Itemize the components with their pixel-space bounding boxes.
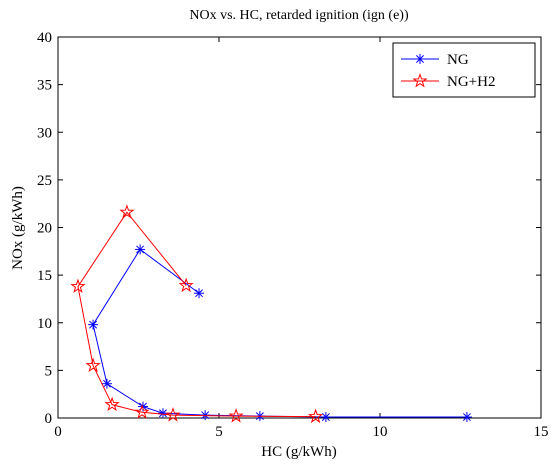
- asterisk-marker: [135, 244, 146, 255]
- asterisk-stroke: [136, 245, 145, 254]
- legend-label: NG: [447, 52, 469, 68]
- asterisk-marker: [101, 378, 112, 389]
- asterisk-stroke: [102, 379, 111, 388]
- asterisk-stroke: [321, 413, 330, 422]
- asterisk-stroke: [89, 320, 98, 329]
- star-marker: [134, 404, 150, 419]
- x-tick-label: 0: [54, 424, 62, 440]
- y-tick-label: 10: [37, 316, 52, 332]
- star-shape: [70, 278, 86, 294]
- legend-label: NG+H2: [447, 74, 495, 90]
- x-tick-label: 15: [534, 424, 549, 440]
- star-shape: [178, 277, 194, 293]
- y-tick-label: 15: [37, 268, 52, 284]
- star-shape: [85, 357, 101, 373]
- star-shape: [134, 404, 150, 419]
- series-line: [77, 211, 316, 418]
- x-tick-label: 5: [215, 424, 223, 440]
- x-tick-label: 10: [373, 424, 388, 440]
- star-marker: [70, 278, 86, 294]
- star-shape: [165, 407, 181, 422]
- asterisk-marker: [88, 319, 99, 330]
- y-tick-label: 25: [37, 173, 52, 189]
- y-axis-label: NOx (g/kWh): [10, 186, 26, 270]
- star-marker: [165, 407, 181, 422]
- star-shape: [307, 408, 324, 424]
- y-tick-label: 20: [37, 221, 52, 237]
- x-axis-label: HC (g/kWh): [261, 444, 336, 460]
- star-marker: [119, 204, 135, 219]
- y-tick-label: 5: [45, 363, 53, 379]
- star-marker: [104, 396, 120, 412]
- asterisk-stroke: [416, 55, 424, 63]
- y-tick-label: 35: [37, 78, 52, 94]
- star-marker: [85, 357, 101, 373]
- y-tick-label: 40: [37, 30, 52, 46]
- asterisk-marker: [194, 288, 205, 299]
- asterisk-stroke: [195, 289, 203, 298]
- asterisk-marker: [320, 412, 331, 423]
- star-marker: [412, 72, 428, 88]
- star-marker: [178, 277, 194, 293]
- asterisk-marker: [461, 412, 472, 423]
- plot-area: [57, 36, 542, 419]
- y-tick-label: 30: [37, 125, 52, 141]
- asterisk-stroke: [159, 409, 167, 418]
- chart-title: NOx vs. HC, retarded ignition (ign (e)): [189, 8, 409, 23]
- asterisk-stroke: [462, 413, 471, 422]
- star-shape: [412, 72, 428, 88]
- star-marker: [307, 408, 324, 424]
- star-shape: [119, 204, 135, 219]
- asterisk-marker: [415, 54, 425, 64]
- star-shape: [104, 396, 120, 412]
- star-shape: [228, 408, 244, 423]
- y-tick-label: 0: [45, 411, 53, 427]
- star-marker: [228, 408, 244, 423]
- legend-box: [392, 42, 536, 98]
